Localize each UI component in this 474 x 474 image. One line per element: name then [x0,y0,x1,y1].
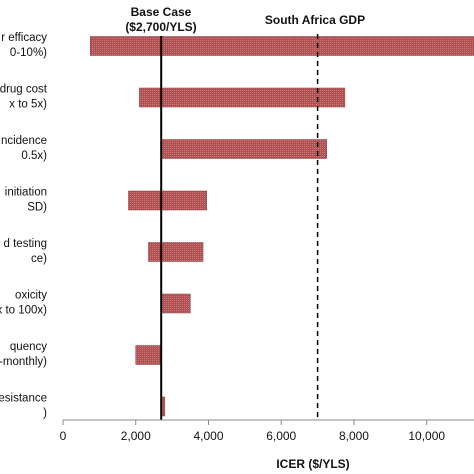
row-label-5-line2: ce) [31,253,47,265]
bar-row-5 [148,242,204,262]
row-label-7-line1: quency [10,341,47,353]
row-labels-layer: r efficacy 0-10%) drug cost x to 5x) ncidenc… [0,32,48,420]
row-label-2-line2: x to 5x) [9,99,47,111]
x-tick-label-4: 8,000 [339,429,369,443]
x-axis-title: ICER ($/YLS) [276,457,349,471]
gdp-reference-label: South Africa GDP [265,13,365,27]
x-tick-label-5: 10,000 [408,429,445,443]
row-label-3-line1: ncidence [1,135,47,147]
x-tick-label-1: 2,000 [121,429,151,443]
row-label-6-line1: oxicity [15,290,47,302]
row-label-8-line2: ) [43,408,47,420]
row-label-5-line1: d testing [4,238,47,250]
bar-row-7 [135,345,162,365]
row-label-1-line1: r efficacy [1,32,47,44]
bar-row-4 [128,190,207,211]
row-label-7-line2: -monthly) [0,356,47,368]
row-label-3-line2: 0.5x) [21,150,47,162]
row-label-8-line1: esistance [0,393,47,405]
bar-row-2 [139,87,346,108]
bars-layer [90,36,474,417]
base-case-label-line2: ($2,700/YLS) [125,20,196,34]
x-tick-label-3: 6,000 [266,429,296,443]
bar-row-3 [160,139,327,159]
bar-row-6 [160,293,191,314]
row-label-4-line1: initiation [5,187,47,199]
x-tick-label-2: 4,000 [193,429,223,443]
row-label-1-line2: 0-10%) [10,47,47,59]
reference-lines-layer [160,34,319,420]
row-label-2-line1: drug cost [0,84,48,96]
base-case-label-line1: Base Case [131,5,192,19]
x-tick-label-0: 0 [60,429,67,443]
x-axis: 0 2,000 4,000 6,000 8,000 10,000 [60,419,474,443]
row-label-4-line2: SD) [27,202,47,214]
bar-row-1 [90,36,474,56]
row-label-6-line2: x to 100x) [0,305,47,317]
